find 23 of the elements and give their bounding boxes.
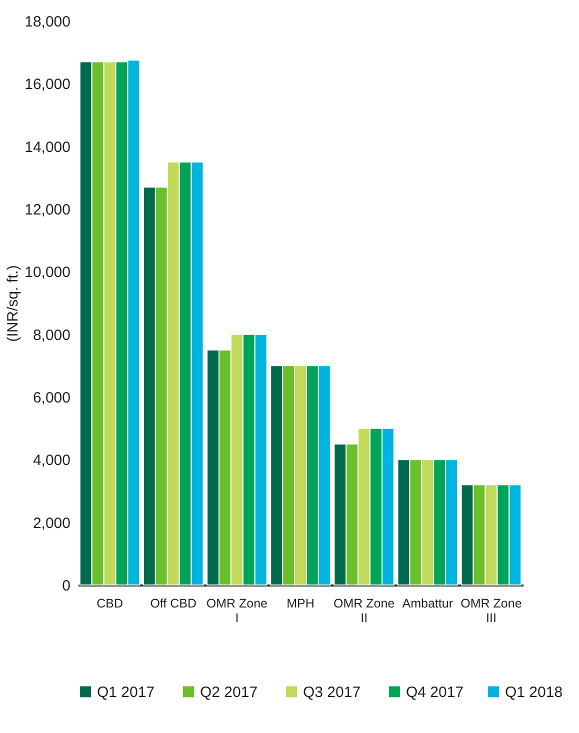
- y-axis-title: (INR/sq. ft.): [4, 265, 22, 342]
- y-tick-label: 12,000: [24, 202, 70, 218]
- y-tick-label: 16,000: [24, 76, 70, 94]
- legend-label: Q1 2017: [97, 684, 155, 701]
- x-tick-label: Off CBD: [150, 596, 197, 610]
- y-tick-label: 4,000: [32, 452, 70, 470]
- y-tick-label: 10,000: [24, 264, 70, 282]
- x-tick-label: OMR Zone III: [460, 596, 522, 625]
- y-tick-label: 6,000: [32, 390, 70, 406]
- y-tick-label: 0: [62, 578, 70, 594]
- x-tick-label: Ambattur: [402, 596, 453, 610]
- legend-label: Q2 2017: [200, 684, 258, 701]
- y-tick-label: 18,000: [24, 14, 70, 30]
- legend-label: Q4 2017: [406, 684, 464, 701]
- x-tick-label: OMR Zone I: [206, 596, 268, 625]
- y-tick-label: 14,000: [24, 138, 70, 156]
- x-tick-label: MPH: [286, 596, 314, 610]
- legend-label: Q1 2018: [505, 684, 563, 701]
- y-tick-label: 2,000: [32, 514, 70, 532]
- legend-label: Q3 2017: [303, 684, 361, 701]
- x-tick-label: CBD: [96, 596, 123, 610]
- x-tick-label: OMR Zone II: [334, 596, 395, 625]
- y-tick-label: 8,000: [32, 326, 70, 344]
